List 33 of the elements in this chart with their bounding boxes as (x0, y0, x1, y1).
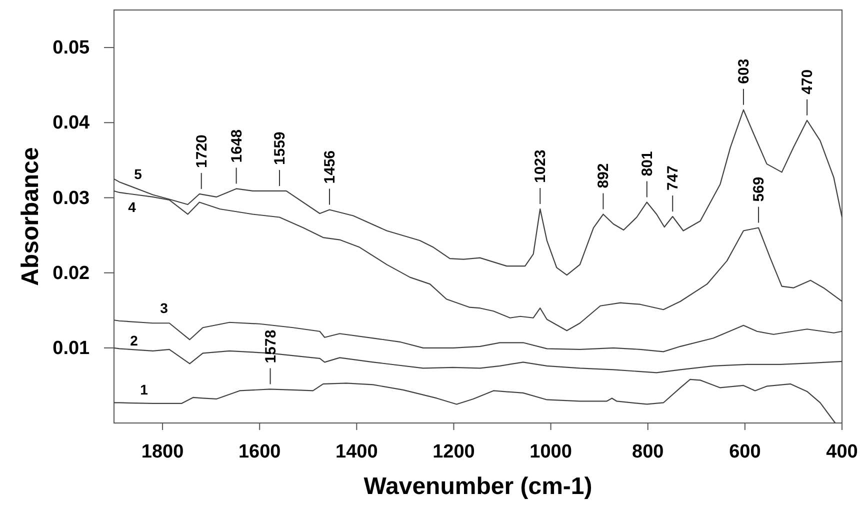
x-tick-label: 800 (632, 442, 664, 463)
annotation: 569 (750, 176, 768, 202)
annotation: 470 (799, 69, 816, 94)
series-label: 3 (160, 300, 168, 316)
y-tick-label: 0.02 (52, 262, 90, 284)
y-axis-title: Absorbance (17, 147, 44, 286)
annotation: 747 (664, 165, 682, 190)
series-label: 2 (130, 332, 138, 349)
line-series (113, 378, 836, 424)
x-tick-label: 1200 (432, 442, 475, 463)
x-tick-label: 400 (826, 442, 858, 463)
x-axis-title: Wavenumber (cm-1) (364, 473, 592, 500)
series-label: 4 (128, 199, 136, 216)
series-label: 1 (140, 381, 148, 398)
y-tick-label: 0.01 (52, 338, 90, 359)
y-tick-label: 0.03 (52, 188, 90, 209)
x-tick-label: 1400 (336, 442, 378, 463)
x-tick-label: 1800 (141, 442, 184, 463)
annotation: 1456 (321, 150, 338, 184)
annotation: 1578 (262, 330, 280, 364)
annotation: 603 (735, 58, 752, 84)
annotation: 1648 (228, 129, 246, 163)
series-label: 5 (134, 166, 142, 182)
annotation: 1559 (272, 132, 288, 165)
y-tick-label: 0.04 (52, 112, 90, 134)
x-tick-label: 1600 (238, 442, 281, 463)
x-tick-label: 600 (729, 442, 761, 463)
x-tick-label: 1000 (530, 442, 572, 463)
annotation: 1023 (532, 150, 550, 183)
y-tick-label: 0.05 (52, 38, 90, 59)
annotation: 892 (595, 163, 612, 188)
annotation: 801 (638, 151, 656, 176)
annotation: 1720 (193, 134, 210, 168)
